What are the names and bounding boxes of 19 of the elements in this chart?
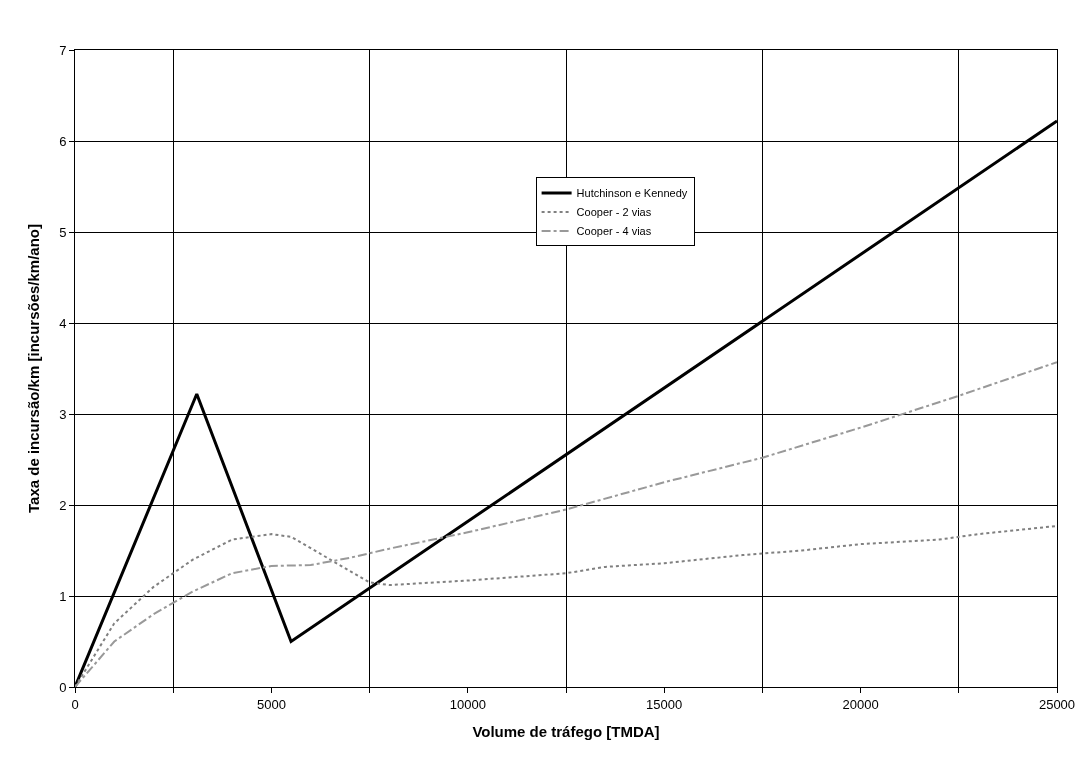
y-axis-title: Taxa de incursão/km [incursões/km/ano]: [25, 224, 43, 513]
legend-label: Cooper - 4 vias: [576, 225, 652, 238]
legend-label: Hutchinson e Kennedy: [576, 187, 688, 200]
y-tick-label: 3: [59, 406, 67, 422]
y-tick-label: 0: [59, 679, 67, 695]
x-tick-label: 0: [71, 696, 79, 712]
y-tick-label: 2: [59, 497, 67, 513]
y-tick-label: 1: [59, 588, 67, 604]
y-tick-label: 7: [59, 42, 67, 58]
x-tick-label: 25000: [1038, 696, 1076, 712]
x-tick-label: 20000: [842, 696, 879, 712]
x-tick-label: 10000: [449, 696, 486, 712]
y-tick-label: 6: [59, 133, 67, 149]
legend-label: Cooper - 2 vias: [576, 206, 652, 219]
x-tick-label: 15000: [646, 696, 683, 712]
y-tick-label: 4: [59, 315, 67, 331]
x-tick-label: 5000: [256, 696, 286, 712]
x-axis-title: Volume de tráfego [TMDA]: [472, 722, 660, 740]
y-tick-label: 5: [59, 224, 67, 240]
